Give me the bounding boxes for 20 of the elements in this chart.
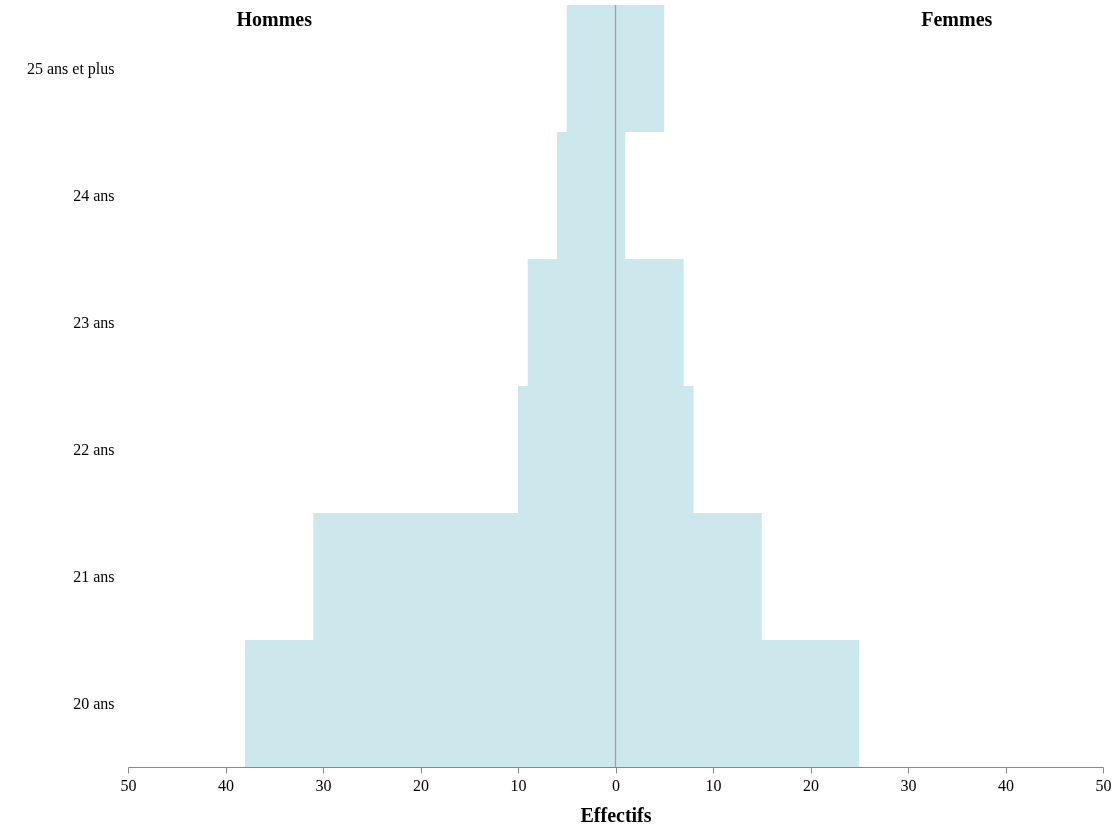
- y-tick-label: 24 ans: [73, 186, 115, 204]
- x-tick-label: 50: [120, 776, 137, 794]
- x-tick-label: 0: [612, 776, 620, 794]
- x-tick-label: 40: [218, 776, 234, 794]
- y-tick-label: 25 ans et plus: [26, 59, 115, 78]
- y-tick-label: 23 ans: [73, 313, 115, 331]
- x-tick-label: 40: [998, 776, 1014, 794]
- text: Femmes: [921, 8, 993, 30]
- x-tick-label: 30: [315, 776, 332, 794]
- x-tick-label: 20: [803, 776, 819, 794]
- y-tick-label: 20 ans: [73, 694, 115, 712]
- y-tick-label: 21 ans: [73, 567, 115, 585]
- x-tick-label: 30: [900, 776, 917, 794]
- x-tick-label: 10: [705, 776, 722, 794]
- text: Hommes: [236, 8, 313, 30]
- x-axis-title: Effectifs: [580, 803, 652, 826]
- x-tick-label: 20: [413, 776, 429, 794]
- y-tick-label: 22 ans: [73, 440, 115, 458]
- x-tick-label: 50: [1095, 776, 1112, 794]
- x-tick-label: 10: [510, 776, 527, 794]
